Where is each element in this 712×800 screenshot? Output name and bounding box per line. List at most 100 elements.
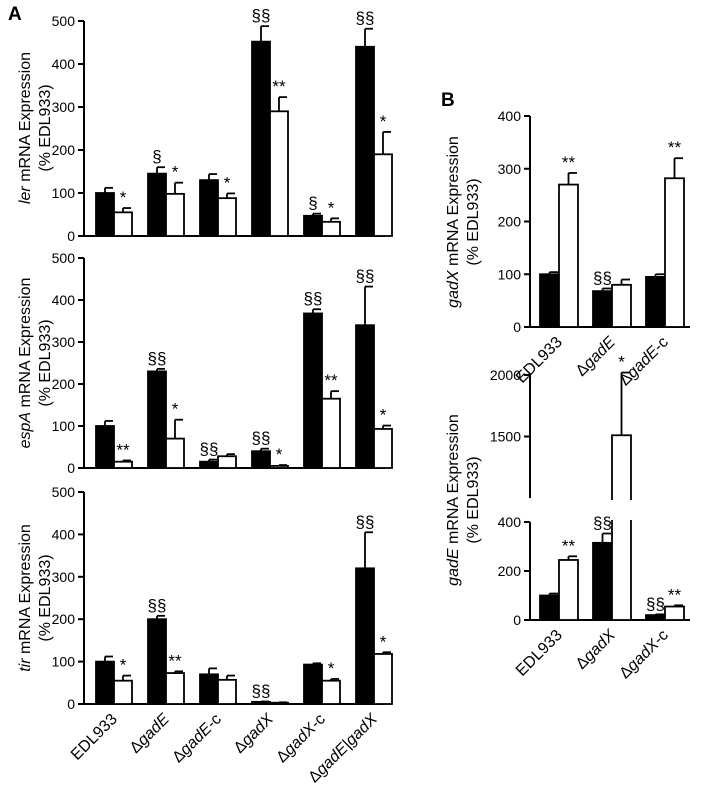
y-tick-label: 0 [513, 612, 521, 628]
bar-filled-4 [303, 663, 323, 705]
significance-mark: §§ [304, 289, 323, 308]
y-tick-label: 500 [52, 484, 76, 500]
significance-mark: §§ [593, 514, 612, 533]
category-label-3: ΔgadX [231, 710, 278, 757]
bar-filled-1 [592, 290, 613, 328]
y-axis-label-text: mRNA Expression [445, 414, 462, 548]
significance-mark: * [172, 163, 179, 182]
bar-open-5 [373, 153, 393, 237]
y-tick-label: 100 [52, 418, 76, 434]
bar-open-5 [373, 428, 393, 469]
bar-filled-1 [147, 172, 167, 237]
y-axis-label: tir mRNA Expression [17, 524, 34, 672]
category-label-1: ΔgadE [573, 334, 619, 380]
bar-open-4 [321, 679, 341, 705]
bar-filled-0 [539, 273, 560, 328]
category-suffix: EDL933 [513, 627, 566, 680]
significance-mark: * [120, 656, 127, 675]
y-axis-label-text: mRNA Expression [445, 136, 462, 270]
significance-mark: ** [324, 371, 338, 390]
significance-mark: * [380, 406, 387, 425]
bar-filled-4 [303, 214, 323, 237]
y-tick-label: 400 [498, 514, 522, 530]
bar-filled-2 [199, 673, 219, 705]
y-tick-label: 300 [52, 569, 76, 585]
y-tick-label: 0 [67, 228, 75, 244]
bar-open-1 [611, 434, 632, 621]
bar-filled-1 [592, 541, 613, 621]
significance-mark: ** [562, 536, 576, 555]
y-tick-label: 300 [498, 161, 522, 177]
bar-filled-1 [147, 370, 167, 469]
y-axis-label-unit: (% EDL933) [37, 554, 54, 641]
bar-open-3 [269, 110, 289, 237]
y-tick-label: 0 [513, 319, 521, 335]
y-axis-label: espA mRNA Expression [17, 278, 34, 449]
significance-mark: §§ [252, 6, 271, 25]
significance-mark: §§ [148, 349, 167, 368]
y-tick-label: 100 [498, 266, 522, 282]
bar-open-0 [113, 460, 133, 469]
bar-filled-2 [199, 179, 219, 237]
significance-mark: ** [668, 138, 682, 157]
y-axis-label-gene: gadX [445, 269, 462, 308]
significance-mark: §§ [252, 429, 271, 448]
significance-mark: §§ [356, 9, 375, 28]
significance-mark: * [328, 198, 335, 217]
significance-mark: §§ [356, 267, 375, 286]
y-axis-label-unit: (% EDL933) [465, 178, 482, 265]
significance-mark: * [172, 400, 179, 419]
bar-filled-3 [251, 40, 271, 237]
significance-mark: ** [562, 153, 576, 172]
category-gene: gadE [134, 711, 173, 750]
bar-open-1 [165, 192, 185, 237]
significance-mark: * [276, 445, 283, 464]
bar-open-1 [165, 672, 185, 705]
y-tick-label: 200 [498, 563, 522, 579]
significance-mark: * [618, 353, 625, 372]
category-label-0: EDL933 [68, 711, 121, 764]
bar-open-1 [165, 437, 185, 469]
category-label-0: EDL933 [513, 627, 566, 680]
y-tick-label: 1500 [490, 429, 521, 445]
bar-open-0 [113, 679, 133, 705]
y-tick-label: 100 [52, 654, 76, 670]
y-tick-label: 500 [52, 13, 76, 29]
bar-open-2 [664, 605, 685, 621]
category-suffix: EDL933 [68, 711, 121, 764]
bar-filled-1 [147, 618, 167, 705]
y-tick-label: 0 [67, 460, 75, 476]
bar-open-0 [558, 559, 579, 621]
y-axis-label: gadX mRNA Expression [445, 136, 462, 308]
significance-mark: ** [116, 440, 130, 459]
y-tick-label: 100 [52, 185, 76, 201]
y-axis-label-gene: tir [17, 658, 34, 672]
chart-a2: 0 100 200 300 400 500 espA mRNA Expression (% E… [17, 250, 393, 476]
panel-a-letter: A [8, 4, 22, 25]
bar-open-0 [113, 211, 133, 237]
y-axis-label: gadE mRNA Expression [445, 414, 462, 586]
bar-filled-0 [95, 192, 115, 237]
y-tick-label: 500 [52, 250, 76, 266]
chart-a3: 0 100 200 300 400 500 tir mRNA Expression (% ED… [17, 484, 393, 786]
significance-mark: ** [168, 651, 182, 670]
category-label-1: ΔgadX [573, 626, 620, 673]
bar-filled-5 [355, 324, 375, 469]
bar-open-2 [664, 177, 685, 328]
y-axis-label-gene: ler [17, 186, 34, 204]
significance-mark: §§ [252, 681, 271, 700]
significance-mark: §§ [356, 512, 375, 531]
bar-open-3 [269, 464, 289, 469]
y-tick-label: 200 [52, 142, 76, 158]
bar-open-4 [321, 220, 341, 237]
y-axis-label-text: mRNA Expression [17, 52, 34, 186]
bar-open-2 [217, 455, 237, 469]
y-tick-label: 2000 [490, 367, 521, 383]
bar-filled-2 [199, 460, 219, 469]
y-axis-label-unit: (% EDL933) [37, 84, 54, 171]
y-tick-label: 300 [52, 99, 76, 115]
bar-filled-0 [539, 594, 560, 621]
y-axis-label-unit: (% EDL933) [37, 319, 54, 406]
bar-open-1 [611, 283, 632, 328]
